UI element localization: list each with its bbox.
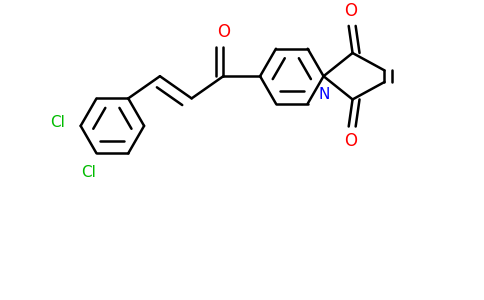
Text: Cl: Cl (50, 115, 65, 130)
Text: O: O (217, 23, 230, 41)
Text: Cl: Cl (81, 165, 96, 180)
Text: O: O (344, 132, 357, 150)
Text: O: O (344, 2, 357, 20)
Text: N: N (318, 87, 330, 102)
